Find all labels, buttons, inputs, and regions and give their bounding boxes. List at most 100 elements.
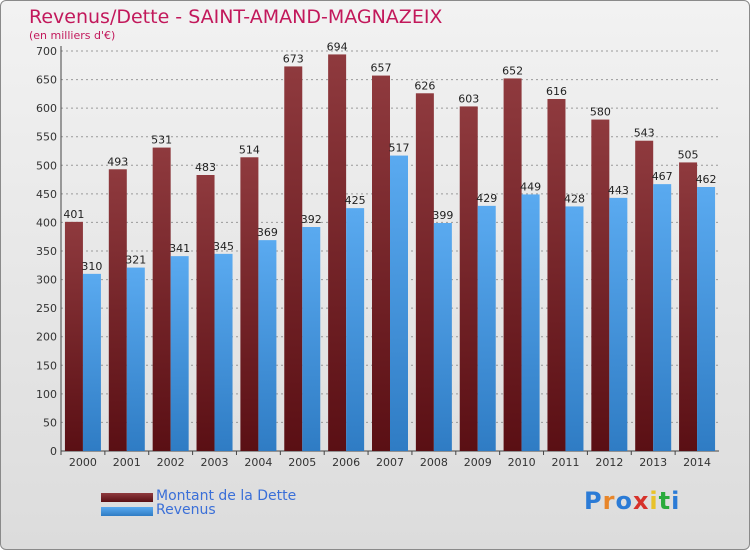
data-labels: 401 310 493 321 531 341 483 345 514 369 673 392 694 4… xyxy=(63,40,716,272)
bar-dette xyxy=(152,147,171,452)
data-label-revenus: 443 xyxy=(608,184,629,197)
legend-swatch-dette xyxy=(101,493,153,502)
bars xyxy=(64,54,716,452)
chart-title: Revenus/Dette - SAINT-AMAND-MAGNAZEIX xyxy=(29,6,443,28)
data-label-revenus: 425 xyxy=(345,194,366,207)
data-label-revenus: 310 xyxy=(81,260,102,273)
data-label-revenus: 449 xyxy=(520,180,541,193)
y-tick-label: 400 xyxy=(36,216,57,229)
bar-revenus xyxy=(697,187,716,451)
data-label-revenus: 429 xyxy=(476,192,497,205)
bar-dette xyxy=(415,93,434,452)
x-tick-label: 2006 xyxy=(332,456,360,469)
y-tick-label: 550 xyxy=(36,131,57,144)
y-tick-label: 250 xyxy=(36,302,57,315)
bar-dette xyxy=(64,221,83,451)
x-tick-label: 2004 xyxy=(244,456,272,469)
bar-dette xyxy=(591,119,610,452)
y-tick-label: 700 xyxy=(36,45,57,58)
bar-dette xyxy=(240,157,259,452)
data-label-revenus: 517 xyxy=(389,142,410,155)
legend-swatch-revenus xyxy=(101,507,153,516)
x-tick-label: 2005 xyxy=(288,456,316,469)
bar-dette xyxy=(547,99,566,451)
data-label-dette: 580 xyxy=(590,106,611,119)
bar-dette xyxy=(328,54,347,452)
data-label-revenus: 392 xyxy=(301,213,322,226)
data-label-dette: 673 xyxy=(283,52,304,65)
data-label-dette: 505 xyxy=(678,148,699,161)
data-label-revenus: 428 xyxy=(564,192,585,205)
data-label-dette: 493 xyxy=(107,155,128,168)
data-label-revenus: 345 xyxy=(213,240,234,253)
bar-revenus xyxy=(302,227,321,451)
logo-letter: t xyxy=(658,487,672,515)
data-label-revenus: 341 xyxy=(169,242,190,255)
logo-letter: P xyxy=(584,487,603,515)
x-tick-label: 2011 xyxy=(551,456,579,469)
data-label-revenus: 369 xyxy=(257,226,278,239)
y-tick-label: 200 xyxy=(36,331,57,344)
bar-revenus xyxy=(433,223,452,451)
y-tick-label: 100 xyxy=(36,388,57,401)
chart-subtitle: (en milliers d'€) xyxy=(29,29,116,42)
bar-revenus xyxy=(390,155,408,452)
bar-revenus xyxy=(170,256,189,451)
data-label-revenus: 399 xyxy=(432,209,453,222)
bar-revenus xyxy=(521,194,540,451)
bar-revenus xyxy=(214,253,233,451)
logo-letter: r xyxy=(602,487,616,515)
x-tick-label: 2001 xyxy=(113,456,141,469)
logo-letter: o xyxy=(615,487,633,515)
data-label-revenus: 467 xyxy=(652,170,673,183)
data-label-revenus: 462 xyxy=(696,173,717,186)
x-tick-label: 2012 xyxy=(595,456,623,469)
y-tick-label: 50 xyxy=(43,416,57,429)
data-label-dette: 694 xyxy=(327,40,348,53)
x-tick-label: 2007 xyxy=(376,456,404,469)
data-label-dette: 626 xyxy=(414,79,435,92)
bar-dette xyxy=(284,66,303,451)
x-tick-label: 2003 xyxy=(201,456,229,469)
axes: 0 50 100 150 200 250 300 350 400 450 500 550 600 650 7… xyxy=(36,45,719,469)
x-tick-label: 2010 xyxy=(508,456,536,469)
x-tick-label: 2002 xyxy=(157,456,185,469)
x-tick-label: 2000 xyxy=(69,456,97,469)
y-tick-label: 150 xyxy=(36,359,57,372)
x-tick-label: 2013 xyxy=(639,456,667,469)
bar-revenus xyxy=(565,206,584,451)
bar-dette xyxy=(679,162,698,451)
bar-dette xyxy=(196,175,215,451)
y-tick-label: 500 xyxy=(36,159,57,172)
data-label-dette: 657 xyxy=(371,62,392,75)
bar-revenus xyxy=(258,240,277,451)
data-label-dette: 531 xyxy=(151,134,172,147)
logo-letter: i xyxy=(671,487,681,515)
bar-revenus xyxy=(477,205,496,451)
bar-revenus xyxy=(346,208,365,451)
y-tick-label: 650 xyxy=(36,74,57,87)
logo-letter: x xyxy=(632,487,650,515)
y-tick-label: 450 xyxy=(36,188,57,201)
bar-dette xyxy=(459,106,478,451)
bar-dette xyxy=(372,75,390,452)
data-label-dette: 483 xyxy=(195,161,216,174)
bar-dette xyxy=(108,169,127,452)
data-label-dette: 652 xyxy=(502,64,523,77)
bar-dette xyxy=(503,78,522,451)
y-tick-label: 0 xyxy=(50,445,57,458)
logo-letter: i xyxy=(649,487,659,515)
bar-dette xyxy=(635,140,654,451)
data-label-dette: 616 xyxy=(546,85,567,98)
data-label-dette: 401 xyxy=(63,208,84,221)
y-tick-label: 600 xyxy=(36,102,57,115)
data-label-dette: 514 xyxy=(239,143,260,156)
data-label-revenus: 321 xyxy=(125,254,146,267)
bar-revenus xyxy=(126,267,145,451)
legend-label-dette: Montant de la Dette xyxy=(156,488,297,504)
bar-revenus xyxy=(82,273,101,451)
y-tick-label: 350 xyxy=(36,245,57,258)
x-tick-label: 2014 xyxy=(683,456,711,469)
